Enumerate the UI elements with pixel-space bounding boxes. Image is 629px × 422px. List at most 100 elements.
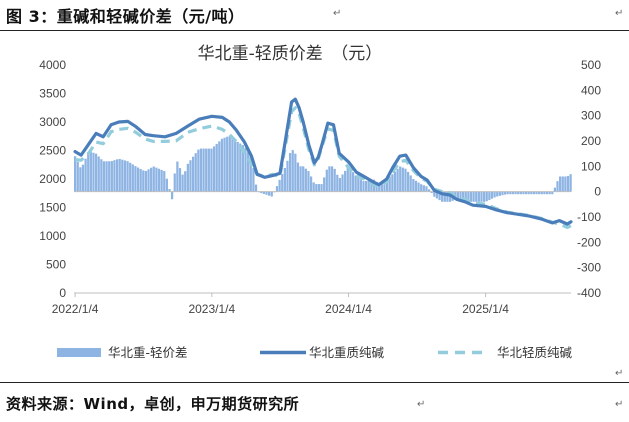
spread-bar: [113, 160, 116, 192]
spread-bar: [147, 169, 150, 192]
spread-bar: [309, 176, 313, 192]
y-left-tick-label: 0: [59, 286, 66, 300]
y-left-tick-label: 1500: [39, 201, 66, 215]
y-right-tick-label: -400: [577, 286, 601, 300]
spread-bar: [254, 184, 258, 192]
legend: 华北重-轻价差 华北重质纯碱 华北轻质纯碱: [57, 345, 573, 360]
spread-bar: [160, 169, 163, 192]
spread-bar: [430, 191, 433, 193]
spread-bar: [462, 191, 465, 202]
spread-bar: [89, 151, 92, 192]
spread-bar: [517, 191, 520, 195]
spread-bar: [323, 177, 326, 192]
x-tick-label: 2022/1/4: [52, 302, 99, 316]
spread-bar: [155, 167, 158, 192]
spread-bar: [414, 180, 418, 192]
spread-bar: [142, 170, 145, 192]
paragraph-mark-icon: ↵: [615, 8, 624, 19]
spread-bar: [212, 146, 216, 192]
spread-bar: [409, 175, 412, 192]
spread-bar: [438, 191, 441, 201]
spread-bar: [215, 143, 218, 192]
spread-bar: [173, 173, 176, 192]
spread-bar: [425, 186, 428, 192]
spread-bar: [509, 191, 512, 195]
spread-bar: [469, 191, 473, 202]
spread-bar: [296, 162, 300, 192]
spread-bar: [126, 161, 129, 192]
spread-bar: [136, 167, 140, 192]
chart-title: 华北重-轻质价差 （元）: [198, 44, 383, 64]
spread-bar: [236, 141, 239, 192]
spread-bar: [393, 171, 397, 192]
y-left-tick-label: 4000: [39, 58, 66, 72]
spread-bar: [233, 140, 237, 192]
spread-bar: [197, 149, 200, 192]
price-lines: [73, 97, 573, 229]
spread-bar: [262, 191, 265, 194]
spread-bar: [496, 191, 499, 197]
spread-bar: [406, 171, 410, 192]
spread-bar: [564, 176, 567, 192]
spread-bar: [317, 184, 321, 192]
spread-bar: [362, 181, 365, 192]
spread-bar: [178, 168, 182, 192]
spread-bar: [186, 163, 189, 192]
spread-bar: [181, 174, 184, 192]
spread-bar: [336, 174, 339, 192]
spread-bar: [370, 179, 373, 192]
spread-bar: [129, 162, 132, 192]
spread-bar: [493, 191, 496, 198]
spread-bar: [503, 191, 507, 195]
spread-bar: [519, 191, 522, 195]
spread-bar: [87, 152, 90, 192]
spread-bar: [333, 168, 336, 192]
y-right-tick-label: 0: [594, 185, 601, 199]
source-note: 资料来源：Wind，卓创，申万期货研究所: [6, 395, 300, 413]
legend-swatch-spread: [57, 348, 101, 357]
y-left-tick-label: 2000: [39, 172, 66, 186]
y-right-tick-label: 100: [581, 159, 601, 173]
spread-bar: [464, 191, 467, 202]
x-tick-label: 2025/1/4: [462, 302, 509, 316]
x-tick-label: 2023/1/4: [188, 302, 235, 316]
chart: 华北重-轻质价差 （元） 050010001500200025003000350…: [39, 44, 601, 360]
spread-bar: [346, 167, 349, 192]
spread-bar: [194, 153, 197, 192]
spread-bar: [522, 191, 525, 195]
spread-bar: [228, 136, 231, 192]
x-tick-label: 2024/1/4: [325, 302, 372, 316]
y-left-tick-label: 2500: [39, 144, 66, 158]
spread-bar: [283, 168, 286, 192]
spread-bar: [189, 160, 192, 192]
spread-bar: [226, 136, 229, 192]
spread-bar: [294, 153, 297, 192]
spread-bar: [569, 174, 572, 192]
paragraph-mark-icon: ↵: [417, 399, 426, 410]
y-right-tick-label: -100: [577, 210, 601, 224]
spread-bar: [152, 166, 155, 192]
spread-bar: [270, 191, 273, 197]
y-right-tick-label: 500: [581, 58, 601, 72]
spread-bar: [121, 159, 124, 192]
spread-bar: [74, 156, 77, 192]
spread-bar: [231, 138, 234, 192]
spread-bar: [123, 160, 127, 192]
spread-bar: [134, 166, 137, 192]
spread-bar: [477, 191, 480, 202]
spread-bar: [349, 168, 352, 192]
spread-bar: [171, 191, 174, 200]
spread-bar: [435, 191, 439, 199]
spread-bar: [559, 176, 562, 192]
spread-bar: [456, 191, 460, 200]
spread-bar: [459, 191, 462, 201]
spread-bar: [81, 164, 85, 192]
spread-bar: [102, 161, 106, 192]
spread-bar: [561, 176, 564, 192]
spread-bar: [404, 168, 407, 192]
spread-bar: [176, 161, 179, 192]
spread-bar: [357, 177, 360, 192]
spread-bar: [275, 186, 279, 192]
spread-bar: [97, 156, 100, 192]
y-right-tick-label: -200: [577, 235, 601, 249]
